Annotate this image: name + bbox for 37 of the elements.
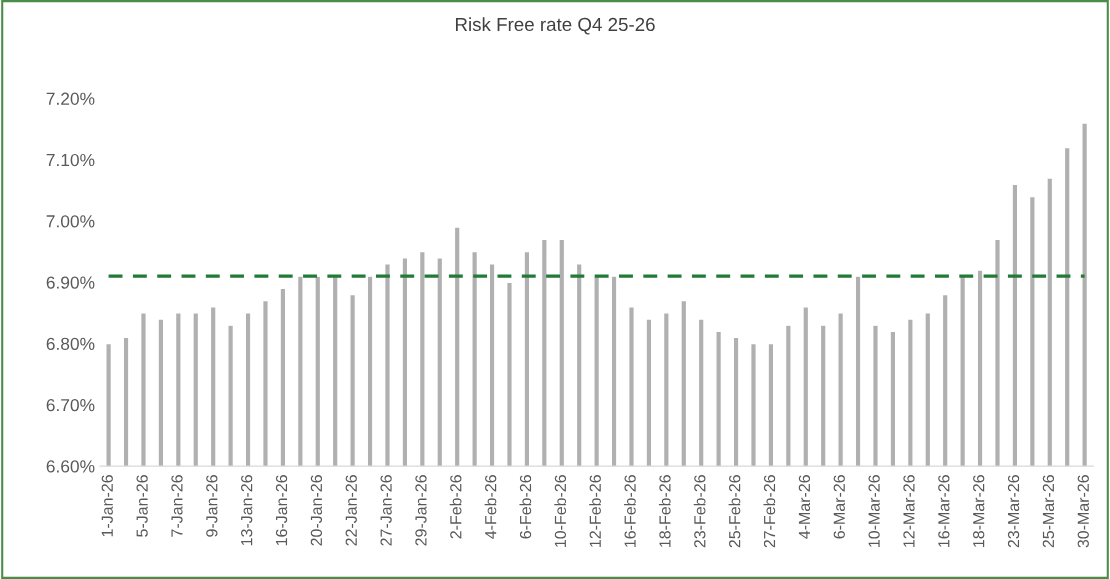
x-tick-label: 5-Jan-26 [136,475,148,537]
x-tick-label: 22-Jan-26 [345,475,357,546]
x-tick-label: 16-Mar-26 [938,475,950,547]
x-tick-label: 10-Mar-26 [868,475,880,547]
x-tick-label: 4-Mar-26 [798,475,811,539]
x-tick-label: 29-Jan-26 [415,475,427,546]
x-tick-label: 2-Feb-26 [449,475,462,539]
x-tick-label: 7-Jan-26 [171,475,183,537]
x-tick-label: 4-Feb-26 [484,475,497,539]
y-tick-label: 6.70% [46,398,95,412]
y-tick-label: 6.60% [46,460,95,473]
x-tick-label: 18-Feb-26 [658,475,671,547]
x-tick-label: 30-Mar-26 [1077,475,1089,548]
x-tick-label: 13-Jan-26 [241,475,253,546]
x-tick-label: 9-Jan-26 [206,475,218,537]
x-tick-label: 23-Feb-26 [693,475,706,548]
x-tick-label: 18-Mar-26 [973,475,985,547]
x-tick-label: 10-Feb-26 [554,475,567,547]
x-tick-label: 25-Feb-26 [728,475,741,548]
x-tick-label: 12-Mar-26 [903,475,915,547]
y-tick-label: 6.80% [46,337,95,350]
x-tick-label: 25-Mar-26 [1042,475,1055,548]
x-tick-label: 16-Jan-26 [275,475,288,546]
x-tick-label: 27-Feb-26 [763,475,776,548]
x-tick-label: 16-Feb-26 [624,475,636,547]
y-tick-label: 7.20% [46,92,95,105]
x-tick-label: 20-Jan-26 [310,475,323,546]
y-tick-label: 6.90% [46,276,95,289]
y-tick-label: 7.00% [46,215,95,228]
x-tick-label: 1-Jan-26 [101,475,113,537]
x-tick-label: 6-Mar-26 [833,475,845,539]
x-tick-label: 6-Feb-26 [519,475,532,539]
x-tick-label: 27-Jan-26 [380,475,392,546]
x-tick-label: 23-Mar-26 [1007,475,1020,548]
y-tick-label: 7.10% [46,153,95,167]
chart-title: Risk Free rate Q4 25-26 [455,17,655,35]
x-tick-label: 12-Feb-26 [589,475,601,547]
